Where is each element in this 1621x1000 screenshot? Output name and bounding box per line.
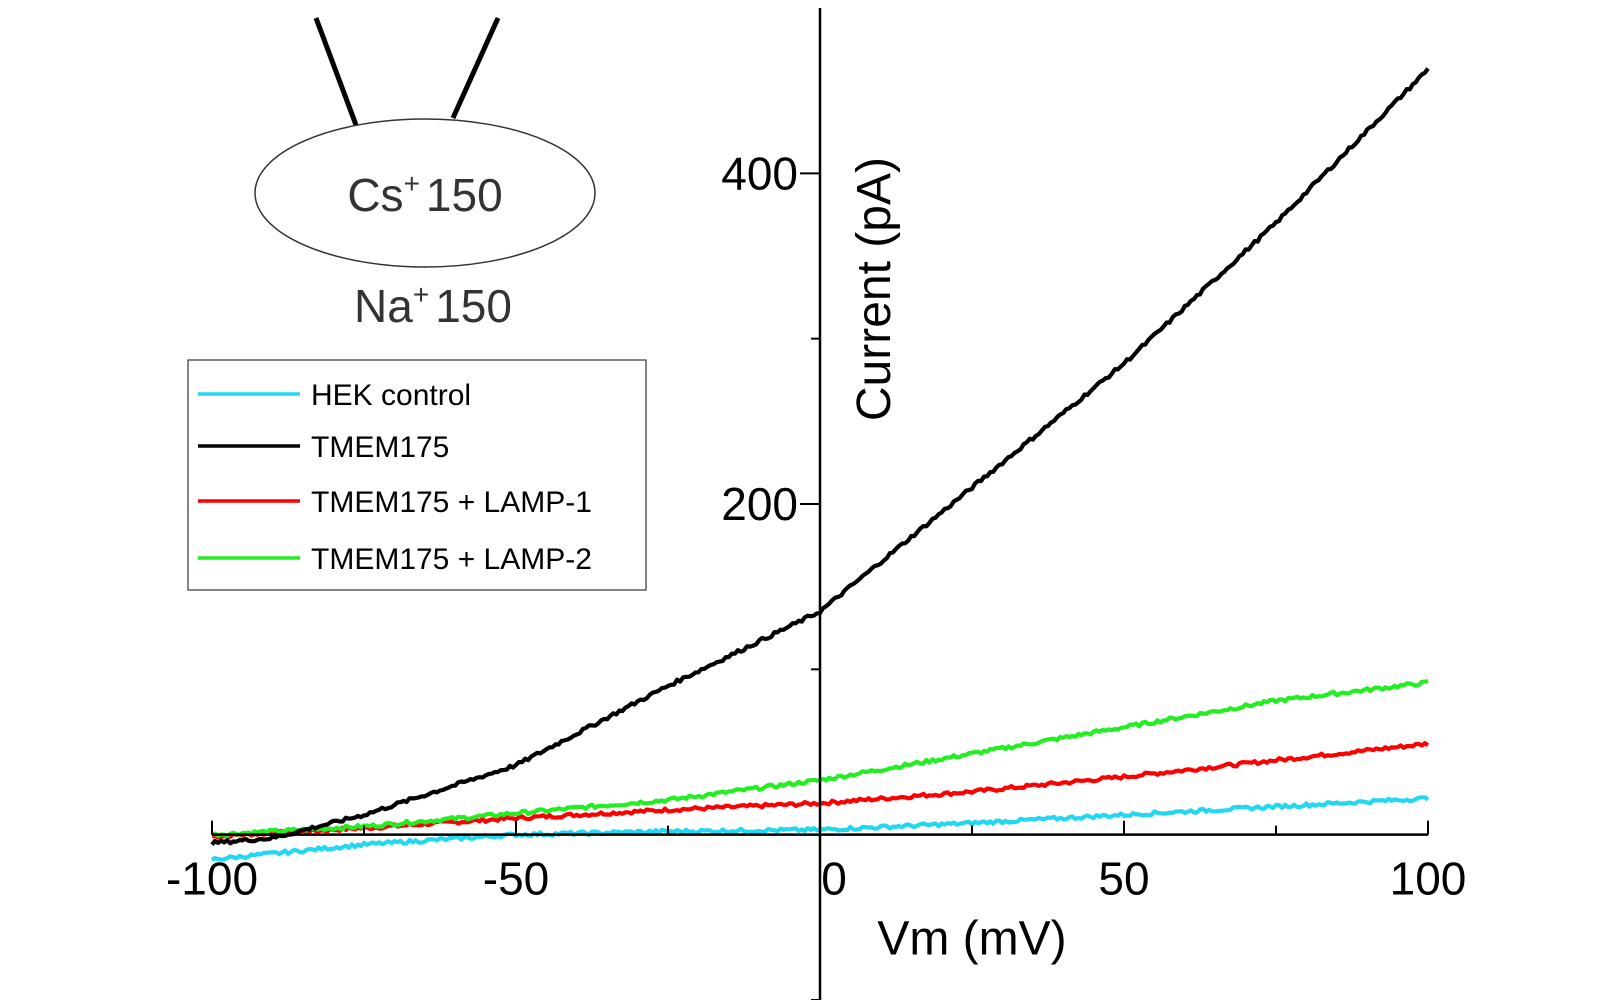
legend-label: TMEM175 bbox=[311, 431, 449, 464]
cell-outline bbox=[254, 118, 596, 268]
axes: -100 -50 0 50 100 200 400 Vm (mV) Current (pA… bbox=[166, 8, 1466, 1000]
x-tick-label: 100 bbox=[1390, 853, 1467, 905]
x-tick-label: -100 bbox=[166, 853, 258, 905]
x-tick-label: 50 bbox=[1098, 853, 1149, 905]
x-axis-title: Vm (mV) bbox=[877, 913, 1066, 966]
cell-diagram: Cs+ 150 Na+ 150 bbox=[254, 16, 596, 332]
x-tick-label: 0 bbox=[821, 853, 847, 905]
inside-solution-label: Cs+ 150 bbox=[347, 168, 502, 221]
outside-solution-label: Na+ 150 bbox=[354, 279, 512, 332]
legend-label: TMEM175 + LAMP-1 bbox=[311, 486, 592, 519]
legend-label: TMEM175 + LAMP-2 bbox=[311, 543, 592, 576]
legend-label: HEK control bbox=[311, 379, 471, 412]
pipette-left-wall bbox=[313, 17, 359, 126]
y-axis-title: Current (pA) bbox=[848, 157, 901, 421]
y-tick-label: 400 bbox=[721, 147, 798, 199]
pipette-right-wall bbox=[450, 16, 501, 120]
legend: HEK control TMEM175 TMEM175 + LAMP-1 TMEM17… bbox=[187, 359, 647, 591]
x-tick-label: -50 bbox=[483, 853, 549, 905]
y-axis-ticks: 200 400 bbox=[721, 147, 820, 1000]
y-tick-label: 200 bbox=[721, 478, 798, 530]
legend-box bbox=[187, 359, 647, 591]
x-axis-ticks: -100 -50 0 50 100 bbox=[166, 820, 1467, 905]
legend-items: HEK control TMEM175 TMEM175 + LAMP-1 TMEM17… bbox=[198, 379, 592, 576]
